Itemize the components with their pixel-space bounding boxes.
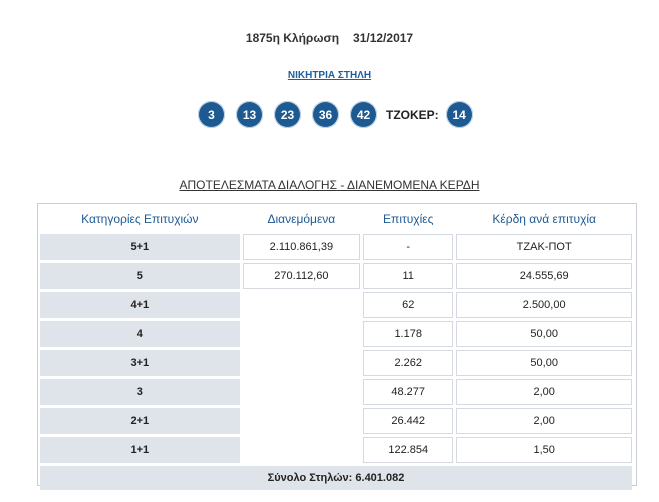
winning-numbers: 3 13 23 36 42 ΤΖΟΚΕΡ: 14 (198, 101, 473, 128)
draw-date: 31/12/2017 (353, 31, 414, 45)
prize-cell: 50,00 (456, 350, 632, 376)
distributed-cell (242, 437, 361, 463)
distributed-cell (242, 379, 361, 405)
number-ball: 13 (236, 101, 263, 128)
prize-cell: ΤΖΑΚ-ΠΟΤ (456, 234, 632, 260)
total-row: Σύνολο Στηλών: 6.401.082 (40, 466, 632, 490)
winners-cell: 2.262 (363, 350, 454, 376)
distributed-cell (242, 321, 361, 347)
table-row: 4+1 62 2.500,00 (40, 292, 632, 318)
winners-cell: 122.854 (363, 437, 454, 463)
prize-cell: 2,00 (456, 408, 632, 434)
header-prize: Κέρδη ανά επιτυχία (492, 212, 596, 226)
header-winners: Επιτυχίες (383, 212, 434, 226)
prize-cell: 50,00 (456, 321, 632, 347)
draw-header: 1875η Κλήρωση 31/12/2017 (0, 31, 659, 45)
prize-cell: 1,50 (456, 437, 632, 463)
results-title-row: ΑΠΟΤΕΛΕΣΜΑΤΑ ΔΙΑΛΟΓΗΣ - ΔΙΑΝΕΜΟΜΕΝΑ ΚΕΡΔ… (0, 176, 659, 194)
winners-cell: - (363, 234, 454, 260)
winners-cell: 62 (363, 292, 454, 318)
category-cell: 2+1 (40, 408, 240, 434)
distributed-cell: 2.110.861,39 (242, 234, 361, 260)
prize-cell: 2,00 (456, 379, 632, 405)
results-title: ΑΠΟΤΕΛΕΣΜΑΤΑ ΔΙΑΛΟΓΗΣ - ΔΙΑΝΕΜΟΜΕΝΑ ΚΕΡΔ… (179, 178, 480, 192)
category-cell: 3 (40, 379, 240, 405)
table-row: 5 270.112,60 11 24.555,69 (40, 263, 632, 289)
header-categories: Κατηγορίες Επιτυχιών (81, 212, 199, 226)
category-cell: 1+1 (40, 437, 240, 463)
results-table: Κατηγορίες Επιτυχιών Διανεμόμενα Επιτυχί… (37, 204, 635, 493)
table-row: 3 48.277 2,00 (40, 379, 632, 405)
number-ball: 42 (350, 101, 377, 128)
number-ball: 23 (274, 101, 301, 128)
distributed-cell: 270.112,60 (242, 263, 361, 289)
joker-ball: 14 (445, 101, 473, 128)
header-distributed: Διανεμόμενα (267, 212, 336, 226)
category-cell: 4+1 (40, 292, 240, 318)
table-row: 2+1 26.442 2,00 (40, 408, 632, 434)
number-ball: 3 (198, 101, 225, 128)
number-ball: 36 (312, 101, 339, 128)
distributed-cell (242, 408, 361, 434)
prize-cell: 24.555,69 (456, 263, 632, 289)
category-cell: 4 (40, 321, 240, 347)
winning-column-link-row: ΝΙΚΗΤΡΙΑ ΣΤΗΛΗ (0, 65, 659, 83)
winners-cell: 26.442 (363, 408, 454, 434)
results-table-container: Κατηγορίες Επιτυχιών Διανεμόμενα Επιτυχί… (37, 203, 637, 490)
total-columns: Σύνολο Στηλών: 6.401.082 (40, 466, 632, 490)
draw-number: 1875η Κλήρωση (245, 31, 340, 45)
table-row: 3+1 2.262 50,00 (40, 350, 632, 376)
distributed-cell (242, 292, 361, 318)
table-row: 1+1 122.854 1,50 (40, 437, 632, 463)
table-row: 5+1 2.110.861,39 - ΤΖΑΚ-ΠΟΤ (40, 234, 632, 260)
category-cell: 5 (40, 263, 240, 289)
category-cell: 5+1 (40, 234, 240, 260)
table-row: 4 1.178 50,00 (40, 321, 632, 347)
winners-cell: 11 (363, 263, 454, 289)
winners-cell: 48.277 (363, 379, 454, 405)
prize-cell: 2.500,00 (456, 292, 632, 318)
winning-column-link[interactable]: ΝΙΚΗΤΡΙΑ ΣΤΗΛΗ (287, 70, 372, 81)
winners-cell: 1.178 (363, 321, 454, 347)
table-header-row: Κατηγορίες Επιτυχιών Διανεμόμενα Επιτυχί… (40, 207, 632, 231)
joker-label: ΤΖΟΚΕΡ: (386, 107, 439, 122)
distributed-cell (242, 350, 361, 376)
category-cell: 3+1 (40, 350, 240, 376)
